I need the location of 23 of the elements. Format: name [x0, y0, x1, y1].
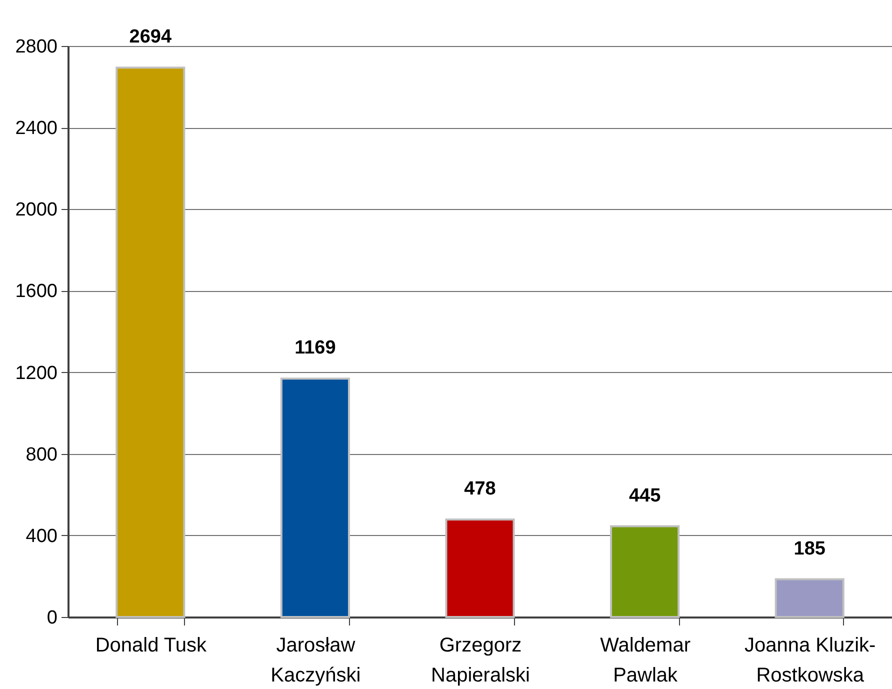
y-tick-label: 400	[26, 526, 58, 547]
y-tick-label: 0	[46, 608, 58, 628]
data-label: 185	[794, 538, 826, 560]
data-label: 445	[628, 485, 662, 506]
bar	[445, 518, 515, 618]
y-tick-label: 1200	[15, 362, 58, 384]
y-tick-label: 2000	[15, 200, 58, 221]
x-tick-label: Waldemar Pawlak	[600, 634, 691, 686]
data-label: 1169	[294, 338, 336, 359]
bar	[116, 66, 186, 618]
x-tick-label: Joanna Kluzik-Rostkowska	[744, 634, 876, 686]
bar	[280, 378, 350, 618]
x-tick-label: Donald Tusk	[95, 634, 208, 656]
data-label: 2694	[129, 26, 172, 48]
x-tick-label: Jarosław Kaczyński	[270, 634, 361, 686]
data-label: 478	[464, 478, 496, 500]
x-tick-label: Grzegorz Napieralski	[431, 634, 530, 686]
y-tick-label: 800	[26, 444, 58, 466]
y-tick-label: 1600	[15, 281, 58, 302]
y-tick-label: 2800	[15, 36, 58, 58]
bar	[610, 525, 680, 618]
bar	[774, 578, 844, 618]
y-tick-label: 2400	[15, 118, 58, 140]
